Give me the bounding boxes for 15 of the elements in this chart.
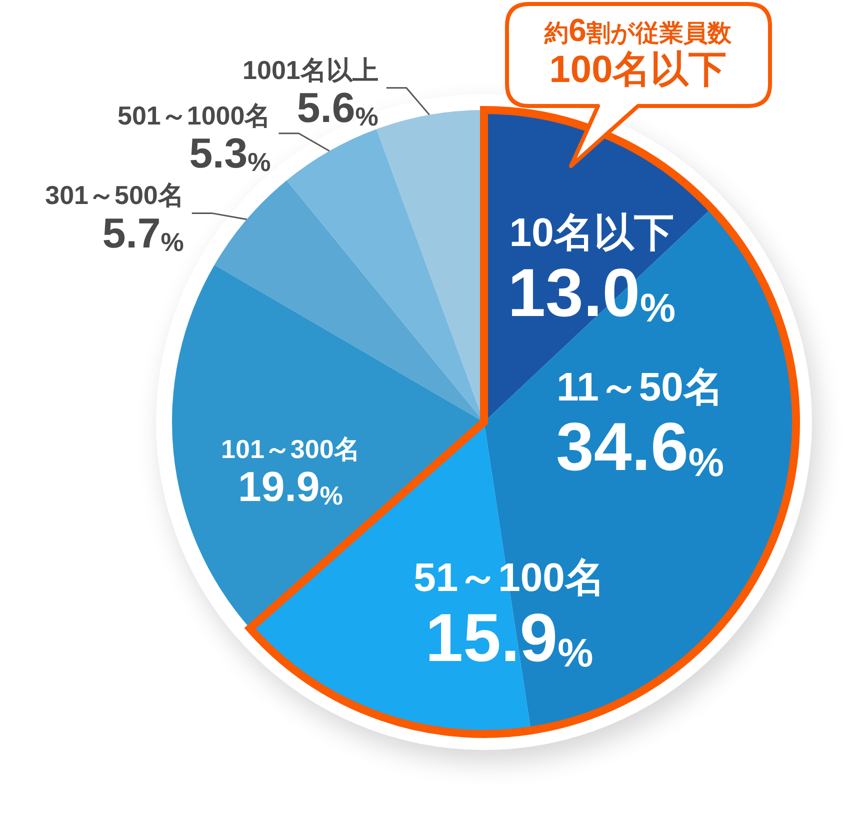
slice-label: 10名以下	[509, 211, 674, 256]
slice-label: 101～300名	[221, 434, 360, 464]
data-label: 5.7%	[102, 209, 184, 257]
data-label: 15.9%	[425, 600, 594, 676]
text: 約6割が従業員数 100名以下	[544, 12, 732, 91]
slice-label: 501～1000名	[117, 100, 271, 130]
data-label: 5.6%	[296, 84, 378, 132]
data-label: 13.0%	[508, 254, 676, 331]
slice-label: 11～50名	[556, 365, 724, 410]
data-label: 19.9%	[238, 463, 343, 511]
slice-label: 1001名以上	[242, 54, 378, 85]
slice-label: 301～500名	[45, 180, 184, 210]
data-label: 5.3%	[189, 129, 271, 178]
data-label: 34.6%	[556, 409, 724, 486]
slice-label: 51～100名	[414, 556, 605, 600]
